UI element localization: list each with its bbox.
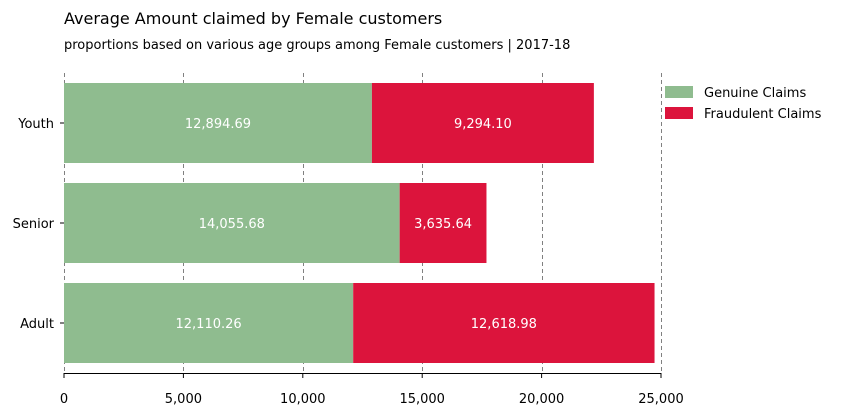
x-axis: 0 5,000 10,000 15,000 20,000 25,000 [60,373,684,407]
bars [64,83,655,363]
bar-label-adult-fraudulent-claims: 12,618.98 [471,317,537,332]
bar-label-senior-genuine-claims: 14,055.68 [199,217,265,232]
x-tick-label-1: 5,000 [165,392,202,407]
chart-title: Average Amount claimed by Female custome… [64,9,442,28]
y-tick-label-youth: Youth [17,117,54,132]
legend-swatch-fraudulent-claims [665,107,693,119]
x-tick-label-4: 20,000 [519,392,565,407]
bar-senior-fraudulent-claims [399,183,487,263]
bar-label-youth-genuine-claims: 12,894.69 [185,117,251,132]
y-tick-label-adult: Adult [20,317,54,332]
y-tick-label-senior: Senior [13,217,55,232]
bar-label-senior-fraudulent-claims: 3,635.64 [414,217,472,232]
legend-label-genuine-claims: Genuine Claims [704,86,806,101]
x-tick-label-5: 25,000 [638,392,684,407]
x-tick-label-2: 10,000 [280,392,326,407]
bar-senior-genuine-claims [64,183,400,263]
bar-youth-fraudulent-claims [371,83,594,163]
x-tick-label-3: 15,000 [399,392,445,407]
y-axis-ticks: Adult Senior Youth [13,117,64,332]
legend-label-fraudulent-claims: Fraudulent Claims [704,107,822,122]
bar-labels: 12,110.26 12,618.98 14,055.68 3,635.64 12,89… [176,117,537,332]
bar-youth-genuine-claims [64,83,372,163]
bar-adult-fraudulent-claims [353,283,655,363]
legend-swatch-genuine-claims [665,86,693,98]
x-tick-label-0: 0 [60,392,68,407]
bar-adult-genuine-claims [64,283,354,363]
bar-label-adult-genuine-claims: 12,110.26 [176,317,242,332]
bar-label-youth-fraudulent-claims: 9,294.10 [454,117,512,132]
legend: Genuine Claims Fraudulent Claims [665,86,822,122]
chart-subtitle: proportions based on various age groups … [64,38,570,53]
